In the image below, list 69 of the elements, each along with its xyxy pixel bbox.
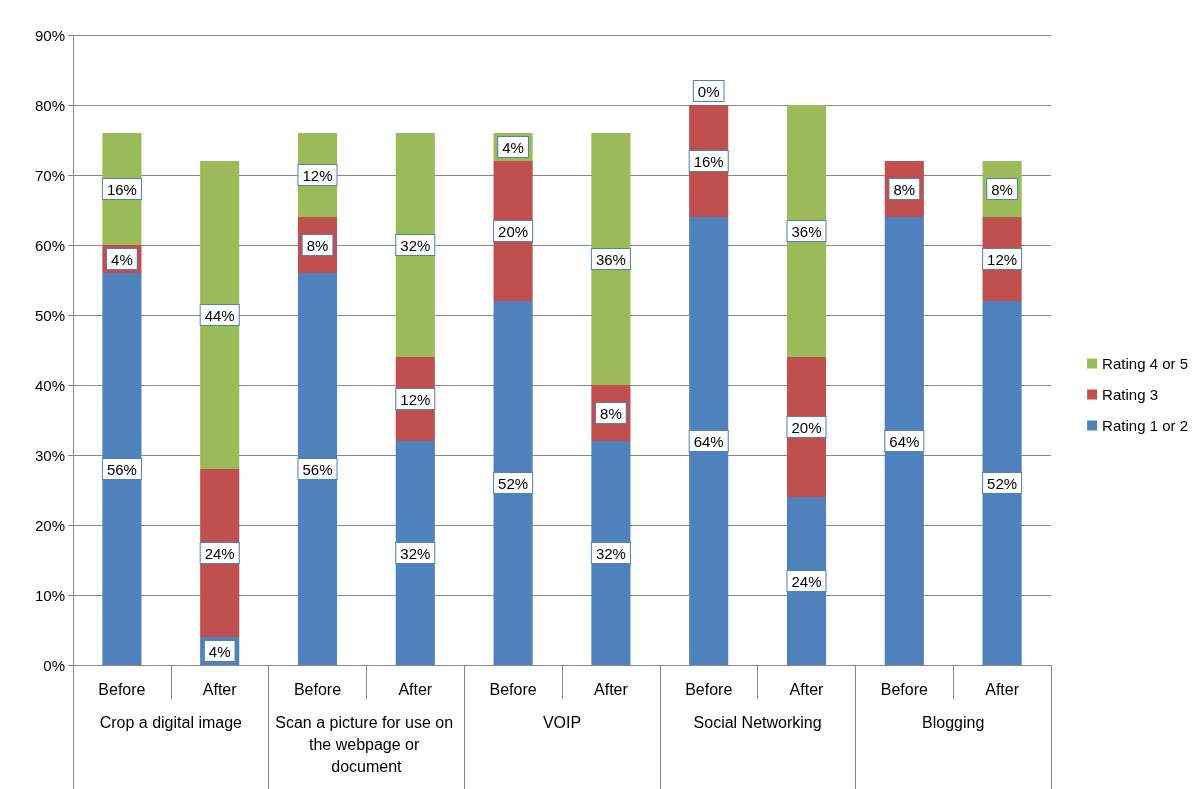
y-tick-label: 70% xyxy=(34,166,65,184)
data-label: 8% xyxy=(306,236,329,254)
data-label: 32% xyxy=(595,544,626,562)
text: Social Networking xyxy=(693,713,822,731)
x-tick-label: After xyxy=(202,680,238,698)
y-tick-label: 30% xyxy=(34,446,65,464)
text: VOIP xyxy=(542,713,582,731)
data-label: 8% xyxy=(893,180,916,198)
text: Crop a digital image xyxy=(99,713,243,731)
x-tick-label: After xyxy=(985,680,1020,698)
x-tick-label: After xyxy=(789,680,825,698)
text: Scan a picture for use on the webpage or document xyxy=(275,713,458,775)
bar xyxy=(102,273,142,665)
y-tick-label: 80% xyxy=(34,96,65,114)
data-label: 64% xyxy=(693,432,724,450)
bar xyxy=(786,105,827,357)
data-label: 16% xyxy=(106,180,137,198)
y-tick-label: 50% xyxy=(34,306,65,324)
data-label: 24% xyxy=(791,572,822,590)
text: Blogging xyxy=(922,713,985,731)
bar xyxy=(297,273,338,665)
data-label: 8% xyxy=(991,180,1013,198)
data-label: 12% xyxy=(400,390,431,408)
y-tick-label: 60% xyxy=(34,236,65,254)
bar xyxy=(395,441,435,665)
data-label: 32% xyxy=(400,544,431,562)
data-label: 16% xyxy=(693,152,724,170)
data-label: 20% xyxy=(791,418,822,436)
bar xyxy=(884,217,924,665)
bar xyxy=(982,301,1022,665)
bar xyxy=(395,133,435,357)
data-label: 0% xyxy=(697,83,720,100)
data-label: 32% xyxy=(400,236,431,254)
x-tick-label: After xyxy=(398,680,433,698)
data-label: 36% xyxy=(791,222,822,240)
x-tick-label: Before xyxy=(685,680,733,698)
data-label: 12% xyxy=(302,166,333,184)
data-label: 4% xyxy=(111,250,133,268)
data-label: 24% xyxy=(204,544,235,562)
data-label: 36% xyxy=(595,250,626,268)
x-tick-label: Before xyxy=(98,680,146,698)
bar xyxy=(591,133,631,385)
data-label: 12% xyxy=(987,250,1018,268)
data-label: 20% xyxy=(498,222,529,240)
bar xyxy=(591,441,631,665)
bar xyxy=(689,217,729,665)
x-tick-label: Before xyxy=(880,680,928,698)
data-label: 44% xyxy=(204,306,235,324)
legend-label: Rating 1 or 2 xyxy=(1102,417,1189,434)
x-tick-label: After xyxy=(594,680,629,698)
data-label: 8% xyxy=(600,404,622,422)
data-label: 4% xyxy=(208,642,231,660)
legend-label: Rating 3 xyxy=(1102,386,1158,403)
data-label: 56% xyxy=(106,460,137,478)
data-label: 56% xyxy=(302,460,333,478)
y-tick-label: 40% xyxy=(34,376,65,394)
data-label: 52% xyxy=(987,474,1018,492)
bar xyxy=(200,161,240,469)
legend-label: Rating 4 or 5 xyxy=(1102,355,1189,372)
y-tick-label: 20% xyxy=(34,516,65,534)
x-tick-label: Before xyxy=(489,680,537,698)
y-tick-label: 10% xyxy=(34,586,65,604)
y-tick-label: 90% xyxy=(34,26,65,44)
data-label: 4% xyxy=(502,138,524,156)
data-label: 64% xyxy=(889,432,920,450)
y-tick-label: 0% xyxy=(43,656,65,674)
x-tick-label: Before xyxy=(293,680,342,698)
data-label: 52% xyxy=(498,474,529,492)
bar xyxy=(493,301,533,665)
